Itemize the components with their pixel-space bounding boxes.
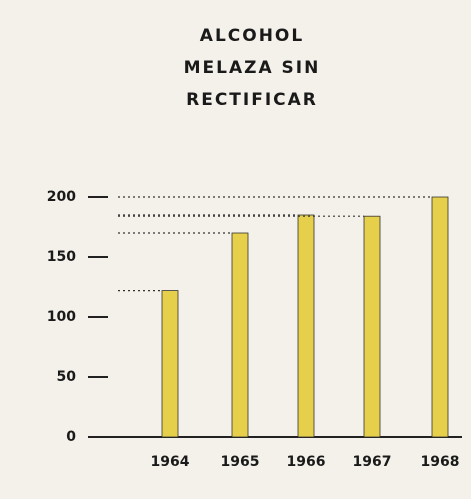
x-tick-label: 1966 [287, 454, 326, 470]
bar [161, 290, 179, 438]
y-tick-label: 100 [47, 309, 76, 325]
bar [297, 214, 315, 438]
y-tick-label: 50 [57, 369, 77, 385]
y-tick-label: 0 [66, 429, 76, 445]
x-tick-label: 1967 [353, 454, 392, 470]
chart-title: ALCOHOL [200, 26, 304, 46]
x-tick-label: 1965 [221, 454, 260, 470]
chart-title: MELAZA SIN [184, 58, 321, 78]
chart-title: RECTIFICAR [186, 90, 318, 110]
x-tick-label: 1968 [421, 454, 460, 470]
bar [231, 232, 249, 438]
bar [363, 215, 381, 438]
x-tick-label: 1964 [151, 454, 190, 470]
bar [431, 196, 449, 438]
y-tick-label: 150 [47, 249, 76, 265]
y-tick-label: 200 [47, 189, 76, 205]
